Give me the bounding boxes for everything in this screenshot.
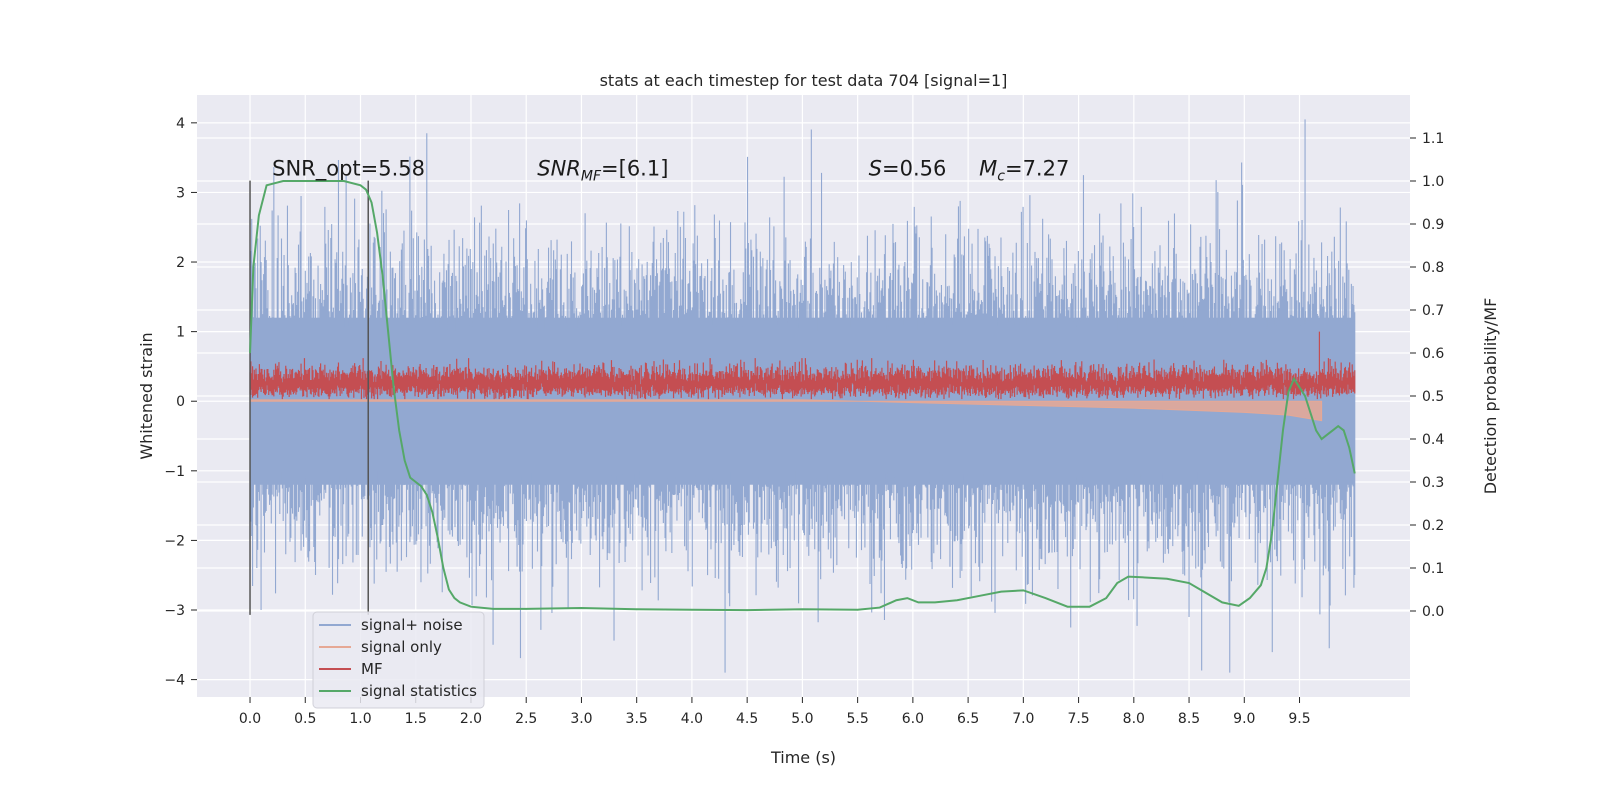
x-tick-label: 0.5 — [294, 711, 316, 727]
y-right-tick-label: 0.9 — [1422, 217, 1444, 233]
signal-only-line — [249, 399, 1323, 422]
y-axis-label: Whitened strain — [137, 332, 156, 459]
y-tick-label: 2 — [176, 255, 185, 271]
legend-label: MF — [361, 660, 383, 678]
y-right-tick-label: 0.4 — [1422, 432, 1444, 448]
y-tick-label: 4 — [176, 116, 185, 132]
y-right-tick-label: 0.0 — [1422, 604, 1444, 620]
x-tick-label: 1.0 — [349, 711, 371, 727]
signal-statistics-series — [249, 180, 1356, 612]
x-tick-label: 6.5 — [957, 711, 979, 727]
annotation-s-value: =0.56 — [882, 157, 946, 181]
x-tick-label: 0.0 — [239, 711, 261, 727]
y-right-tick-label: 0.8 — [1422, 260, 1444, 276]
annotation-mc: Mc=7.27 — [979, 157, 1069, 185]
x-tick-label: 7.5 — [1067, 711, 1089, 727]
x-tick-label: 9.0 — [1233, 711, 1255, 727]
annotation-mc-subscript: c — [997, 169, 1005, 185]
x-tick-label: 7.0 — [1012, 711, 1034, 727]
x-tick-label: 4.5 — [736, 711, 758, 727]
x-tick-label: 5.0 — [791, 711, 813, 727]
annotation-snr-mf: SNRMF=[6.1] — [537, 157, 668, 185]
y-tick-label: 0 — [176, 394, 185, 410]
y-axis-right-label: Detection probability/MF — [1481, 298, 1500, 495]
vertical-markers — [249, 180, 369, 615]
annotation-mc-value: =7.27 — [1005, 157, 1069, 181]
x-tick-label: 2.0 — [460, 711, 482, 727]
y-right-tick-label: 0.5 — [1422, 389, 1444, 405]
y-right-tick-label: 0.7 — [1422, 303, 1444, 319]
x-tick-label: 3.5 — [626, 711, 648, 727]
x-axis-label: Time (s) — [770, 748, 836, 767]
legend-label: signal only — [361, 638, 442, 656]
axis-ticks: 0.0 0.5 1.0 1.5 2.0 2.5 3.0 3.5 4.0 4.5 5.0 5.5 6.0 6… — [164, 116, 1444, 727]
y-right-tick-label: 1.1 — [1422, 131, 1444, 147]
signal-only-series — [249, 399, 1323, 422]
annotation-snr-opt: SNR_opt=5.58 — [272, 157, 425, 182]
y-right-tick-label: 0.6 — [1422, 346, 1444, 362]
y-right-tick-label: 0.2 — [1422, 518, 1444, 534]
y-tick-label: 1 — [176, 325, 185, 341]
x-tick-label: 5.5 — [846, 711, 868, 727]
x-tick-label: 8.5 — [1178, 711, 1200, 727]
x-tick-label: 6.0 — [902, 711, 924, 727]
legend: signal+ noise signal only MF signal statist… — [312, 611, 485, 709]
annotation-mc-symbol: M — [979, 157, 997, 181]
y-right-tick-label: 0.1 — [1422, 561, 1444, 577]
x-tick-label: 2.5 — [515, 711, 537, 727]
x-tick-label: 1.5 — [405, 711, 427, 727]
x-tick-label: 9.5 — [1288, 711, 1310, 727]
x-tick-label: 8.0 — [1123, 711, 1145, 727]
y-tick-label: −1 — [164, 464, 185, 480]
y-right-tick-label: 0.3 — [1422, 475, 1444, 491]
annotation-snr-mf-value: =[6.1] — [601, 157, 668, 181]
y-tick-label: 3 — [176, 185, 185, 201]
y-right-tick-label: 1.0 — [1422, 174, 1444, 190]
y-tick-label: −2 — [164, 533, 185, 549]
y-tick-label: −4 — [164, 673, 185, 689]
signal-statistics-line — [249, 180, 1356, 612]
annotation-snr-mf-symbol: SNR — [537, 157, 581, 181]
annotation-s-symbol: S — [869, 157, 882, 181]
annotation-snr-mf-subscript: MF — [581, 169, 602, 185]
legend-box — [312, 611, 485, 709]
legend-label: signal+ noise — [361, 616, 463, 634]
y-tick-label: −3 — [164, 603, 185, 619]
chart-title: stats at each timestep for test data 704… — [600, 71, 1008, 90]
x-tick-label: 4.0 — [681, 711, 703, 727]
legend-label: signal statistics — [361, 682, 477, 700]
annotation-s: S=0.56 — [869, 157, 947, 181]
x-tick-label: 3.0 — [570, 711, 592, 727]
